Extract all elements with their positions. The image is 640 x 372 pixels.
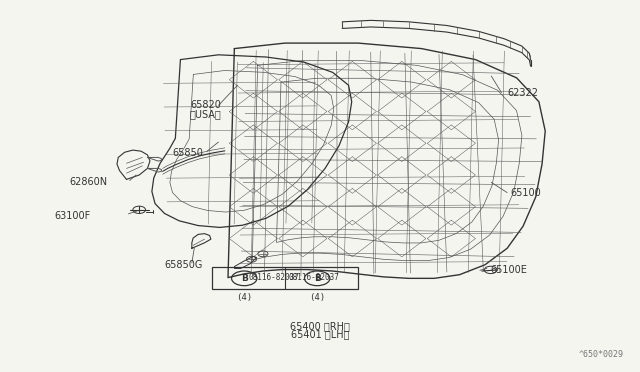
Text: (4): (4) (309, 293, 325, 302)
Text: 65400 〈RH〉: 65400 〈RH〉 (290, 321, 350, 331)
Text: (4): (4) (236, 293, 252, 302)
Text: 62860N: 62860N (69, 177, 108, 187)
Text: B: B (314, 274, 321, 283)
Text: 65820: 65820 (190, 100, 221, 110)
Text: 08116-82037: 08116-82037 (248, 273, 300, 282)
Text: 08116-82037: 08116-82037 (288, 273, 339, 282)
Text: 〈USA〉: 〈USA〉 (190, 109, 221, 119)
Text: 62322: 62322 (507, 87, 538, 97)
Text: 65100: 65100 (510, 188, 541, 198)
Text: 65401 〈LH〉: 65401 〈LH〉 (291, 330, 349, 339)
Text: B: B (241, 274, 248, 283)
Text: ^650*0029: ^650*0029 (579, 350, 623, 359)
Text: 65100E: 65100E (490, 264, 527, 275)
Text: 65850G: 65850G (164, 260, 203, 270)
Text: 65850: 65850 (173, 148, 204, 158)
Text: 63100F: 63100F (55, 211, 91, 221)
